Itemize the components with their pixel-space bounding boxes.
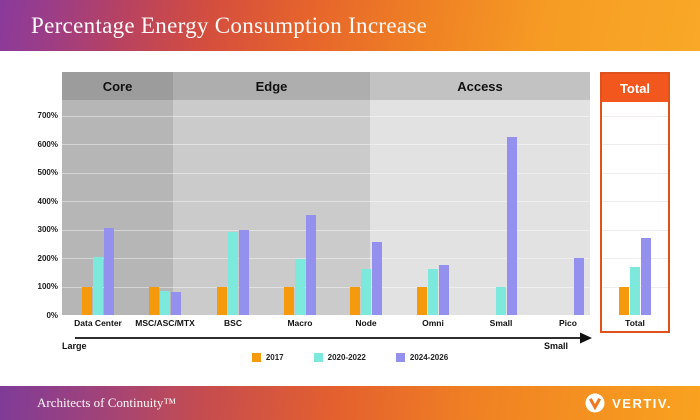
legend: 2017 2020-2022 2024-2026 (0, 353, 700, 362)
bar-2024-2026-MSC/ASC/MTX (170, 292, 181, 315)
bar-2017-Node (349, 286, 360, 315)
y-tick-label: 600% (37, 139, 58, 149)
x-axis-label-bsc: BSC (224, 318, 242, 328)
y-tick-label: 100% (37, 282, 58, 291)
legend-label: 2020-2022 (327, 353, 366, 362)
bar-2020-2022-Total (629, 266, 640, 315)
group-header-access: Access (370, 72, 590, 100)
bar-2017-Omni (416, 286, 427, 315)
x-axis-label-omni: Omni (422, 318, 444, 328)
legend-label: 2017 (265, 353, 284, 362)
size-axis-arrow (75, 332, 592, 344)
x-axis-label-macro: Macro (287, 318, 313, 328)
bar-2020-2022-Node (360, 269, 371, 315)
bar-2017-Macro (283, 286, 294, 315)
title-banner: Percentage Energy Consumption Increase (0, 0, 700, 51)
x-axis-label-pico: Pico (559, 318, 577, 328)
y-tick-label: 700% (37, 111, 58, 120)
group-header-edge: Edge (173, 72, 370, 100)
bar-2024-2026-Macro (305, 215, 316, 315)
gridline (602, 144, 668, 145)
bar-2020-2022-Macro (294, 259, 305, 315)
gridline (602, 115, 668, 117)
bar-2024-2026-Data Center (103, 228, 114, 315)
bar-2020-2022-Omni (427, 269, 438, 315)
legend-item: 2020-2022 (313, 353, 366, 362)
x-axis-label-total: Total (625, 318, 645, 328)
bar-2017-Total (618, 286, 629, 315)
x-axis-label-small: Small (489, 318, 513, 328)
gridline (602, 258, 668, 259)
x-axis-label-data-center: Data Center (74, 318, 122, 328)
legend-swatch-icon (313, 353, 323, 362)
gridline (602, 229, 668, 231)
gridline (62, 172, 590, 174)
region-core-background (62, 100, 173, 315)
bar-2024-2026-Node (371, 242, 382, 315)
vertiv-logo: VERTIV. (585, 393, 672, 413)
gridline (62, 229, 590, 231)
bar-2017-MSC/ASC/MTX (148, 286, 159, 315)
y-tick-label: 500% (37, 168, 58, 177)
gridline (62, 258, 590, 259)
bar-2017-BSC (216, 286, 227, 315)
group-header-core: Core (62, 72, 173, 100)
legend-item: 2017 (251, 353, 284, 362)
group-header-total: Total (602, 74, 668, 102)
page-title: Percentage Energy Consumption Increase (31, 12, 428, 38)
region-edge-background (173, 100, 370, 315)
footer-banner: Architects of Continuity™ VERTIV. (0, 386, 700, 420)
y-tick-label: 0% (46, 310, 58, 320)
bar-2020-2022-Data Center (92, 256, 103, 315)
bar-2024-2026-Small (506, 136, 517, 315)
gridline (62, 144, 590, 145)
vertiv-mark-icon (585, 393, 605, 413)
bar-2020-2022-Small (495, 286, 506, 315)
legend-swatch-icon (395, 353, 405, 362)
bar-2020-2022-BSC (227, 232, 238, 315)
large-label: Large (62, 341, 87, 351)
gridline (62, 201, 590, 202)
tagline: Architects of Continuity™ (37, 395, 177, 410)
legend-item: 2024-2026 (395, 353, 449, 362)
bar-2020-2022-MSC/ASC/MTX (159, 290, 170, 315)
x-axis-label-msc-asc-mtx: MSC/ASC/MTX (135, 318, 195, 328)
y-tick-label: 300% (37, 225, 58, 234)
y-tick-label: 200% (37, 253, 58, 263)
bar-2024-2026-Total (640, 238, 651, 315)
x-axis-label-node: Node (355, 318, 377, 328)
bar-2024-2026-Omni (438, 265, 449, 315)
gridline (62, 286, 590, 288)
gridline (602, 172, 668, 174)
y-tick-label: 400% (37, 196, 58, 206)
legend-swatch-icon (251, 353, 261, 362)
legend-label: 2024-2026 (409, 353, 449, 362)
gridline (602, 201, 668, 202)
brand-name: VERTIV. (612, 395, 672, 411)
bar-2024-2026-BSC (238, 229, 249, 315)
bar-2024-2026-Pico (573, 258, 584, 315)
gridline (62, 115, 590, 117)
small-label: Small (543, 341, 568, 351)
region-access-background (370, 100, 590, 315)
bar-2017-Data Center (81, 286, 92, 315)
total-panel: Total (600, 72, 670, 333)
gridline (602, 286, 668, 288)
